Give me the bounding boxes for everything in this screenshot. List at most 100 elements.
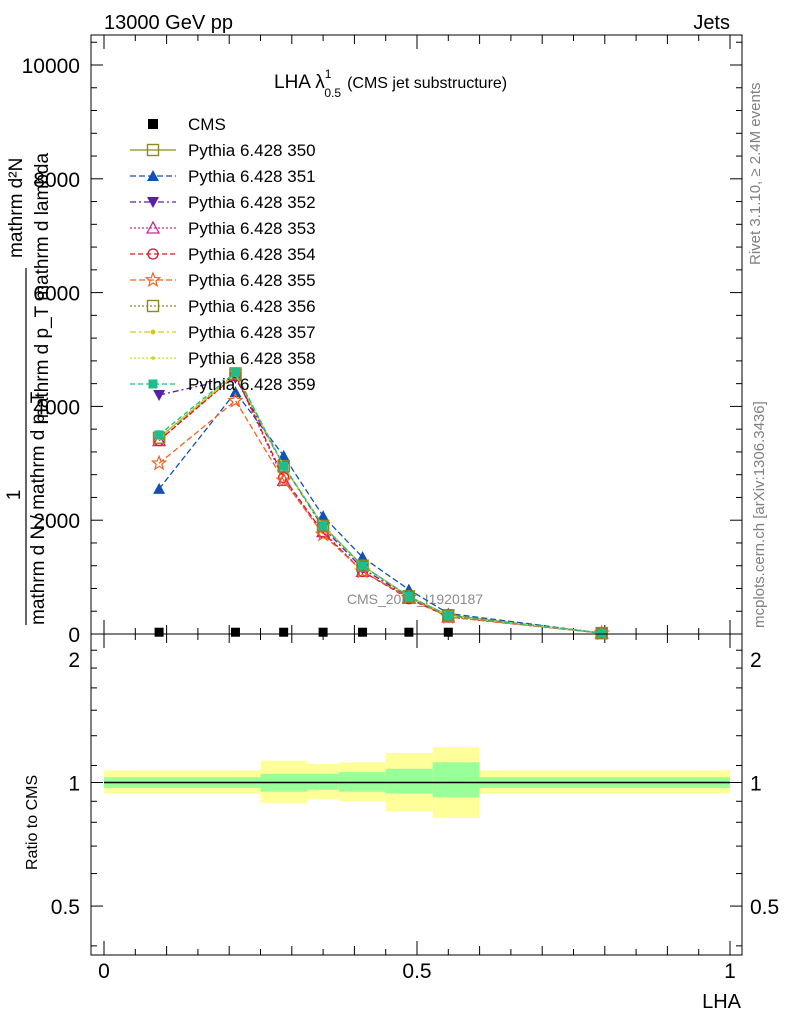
cms-point [279, 627, 289, 637]
header-right: Jets [693, 12, 730, 34]
legend-entry-0: Pythia 6.428 350 [130, 141, 316, 160]
legend-label: Pythia 6.428 354 [188, 245, 316, 264]
cms-point [318, 627, 328, 637]
series-point [402, 590, 416, 603]
x-axis-label: LHA [702, 991, 742, 1013]
series-line [158, 373, 602, 634]
legend-label: Pythia 6.428 351 [188, 167, 316, 186]
legend-marker [147, 170, 159, 181]
legend-label: Pythia 6.428 350 [188, 141, 316, 160]
series-point [358, 561, 368, 571]
ylabel-bottom: mathrm d N / mathrm d p_T [28, 391, 49, 625]
ratio-axes: 0.5 0.5 1 1 2 2 0 0.5 1 [51, 634, 779, 983]
series-point [317, 510, 330, 522]
legend-label: Pythia 6.428 358 [188, 349, 316, 368]
main-ytick-label: 8000 [33, 169, 80, 192]
series-point [279, 461, 289, 471]
series-point [153, 390, 166, 402]
legend-label: Pythia 6.428 352 [188, 193, 316, 212]
series-layer [150, 367, 610, 641]
legend-marker [144, 271, 162, 288]
cms-point [404, 627, 414, 637]
series-point [277, 459, 290, 473]
cms-point [443, 627, 453, 637]
mcplots-label: mcplots.cern.ch [arXiv:1306.3436] [751, 401, 768, 628]
main-axes: 0 2000 4000 6000 8000 10000 [22, 35, 742, 647]
series-point [276, 473, 291, 487]
series-point [356, 559, 369, 572]
cms-point [230, 627, 240, 637]
ratio-ytick-label-right: 0.5 [750, 896, 779, 919]
ratio-stat-band-4 [385, 768, 433, 794]
legend-label: Pythia 6.428 357 [188, 323, 316, 342]
main-ytick-label: 6000 [33, 283, 80, 306]
ylabel-frac-den: mathrm d p_T mathrm d lambda [32, 153, 53, 424]
legend-marker [146, 299, 160, 313]
xtick-label: 0 [98, 960, 110, 983]
series-point [443, 611, 453, 621]
series-point [227, 392, 244, 408]
legend-entry-5: Pythia 6.428 355 [130, 271, 316, 290]
series-point [153, 482, 166, 494]
legend: CMS Pythia 6.428 350 Pythia 6.428 351 Pythi… [130, 115, 316, 394]
legend-entry-cms: CMS [148, 115, 226, 134]
ylabel-frac-num: mathrm d²N [6, 158, 27, 258]
legend-marker [151, 356, 155, 360]
ratio-ytick-label: 2 [68, 649, 80, 672]
series-point [275, 471, 292, 488]
legend-label: Pythia 6.428 355 [188, 271, 316, 290]
cms-point [358, 627, 368, 637]
ylabel-top: 1 [4, 490, 25, 501]
main-ytick-label: 10000 [22, 55, 80, 78]
ratio-ytick-label: 1 [68, 772, 80, 795]
main-ytick-label: 4000 [33, 396, 80, 419]
legend-entry-4: Pythia 6.428 354 [130, 245, 316, 264]
main-title-text: LHA λ1 0.5(CMS jet substructure) [274, 67, 507, 100]
legend-entry-1: Pythia 6.428 351 [130, 167, 316, 186]
ratio-ytick-label-right: 1 [750, 772, 762, 795]
series-point [150, 454, 168, 471]
series-line [158, 377, 602, 634]
series-point [314, 525, 332, 542]
legend-cms-marker [148, 119, 158, 129]
series-point [404, 591, 414, 601]
legend-label: Pythia 6.428 359 [188, 375, 316, 394]
series-point [595, 626, 608, 640]
series-point [597, 628, 607, 638]
series-point [154, 430, 164, 440]
main-title: LHA λ1 0.5(CMS jet substructure) [274, 67, 507, 100]
series-point [229, 386, 242, 398]
legend-entry-3: Pythia 6.428 353 [130, 219, 316, 238]
ratio-ylabel: Ratio to CMS [24, 775, 41, 870]
ratio-ytick-label-right: 2 [750, 649, 762, 672]
legend-entry-2: Pythia 6.428 352 [130, 193, 316, 212]
series-point [318, 521, 328, 531]
xtick-label: 0.5 [402, 960, 431, 983]
ratio-panel-frame [90, 633, 743, 956]
series-point [316, 519, 330, 533]
main-ytick-label: 0 [68, 624, 80, 647]
series-line [158, 371, 602, 634]
legend-marker [150, 329, 156, 335]
legend-label: Pythia 6.428 353 [188, 219, 316, 238]
legend-label: CMS [188, 115, 226, 134]
legend-entry-8: Pythia 6.428 358 [130, 349, 316, 368]
legend-entry-9: Pythia 6.428 359 [130, 375, 316, 394]
legend-entry-6: Pythia 6.428 356 [130, 297, 316, 316]
legend-marker [146, 143, 160, 157]
series-point [277, 449, 290, 461]
series-point [230, 367, 240, 377]
rivet-label: Rivet 3.1.10, ≥ 2.4M events [747, 83, 764, 266]
legend-marker [145, 220, 161, 234]
xtick-label: 1 [724, 960, 736, 983]
ratio-bands [104, 747, 730, 818]
legend-entry-7: Pythia 6.428 357 [130, 323, 316, 342]
legend-marker [148, 379, 158, 389]
header-left: 13000 GeV pp [104, 12, 233, 34]
ratio-ytick-label: 0.5 [51, 896, 80, 919]
main-ytick-label: 2000 [33, 510, 80, 533]
cms-point [154, 627, 164, 637]
series-9 [154, 367, 607, 638]
legend-marker [147, 248, 159, 260]
